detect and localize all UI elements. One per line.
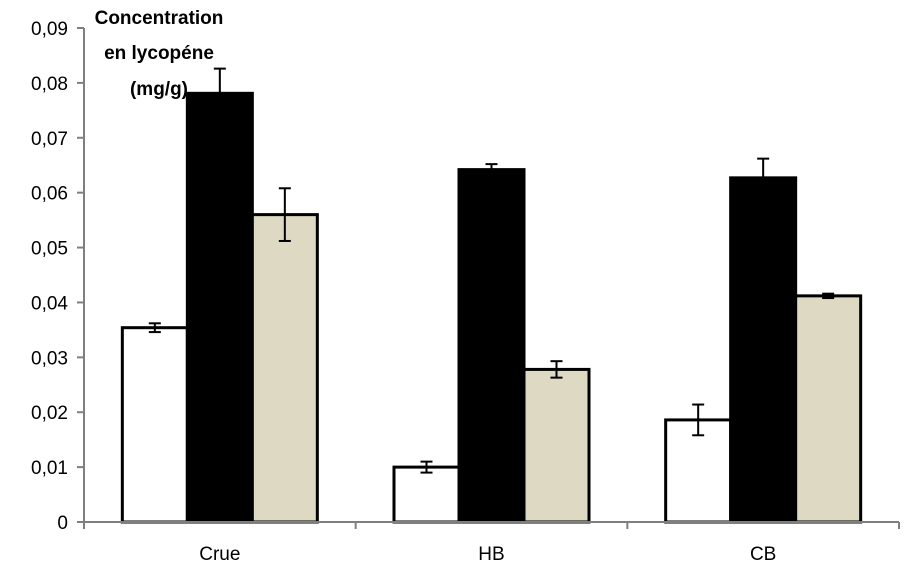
x-ticks-layer: Crue HB CB [83, 522, 900, 565]
y-tick-label: 0,03 [31, 348, 68, 369]
y-tick-label: 0,02 [31, 403, 68, 424]
bar-series-3-cb [794, 294, 863, 524]
x-category-label: CB [750, 544, 776, 565]
bar-series-2-cb [729, 176, 798, 524]
bar-series-1-crue [120, 326, 189, 524]
y-axis-label-line-1: Concentration [95, 8, 224, 29]
y-tick-label: 0 [57, 513, 68, 534]
x-category-label: HB [478, 544, 504, 565]
bars-layer [120, 91, 863, 524]
y-tick-label: 0,01 [31, 458, 68, 479]
bar-series-2-hb [457, 168, 526, 524]
bar-series-2-crue [185, 91, 254, 524]
y-tick-label: 0,07 [31, 129, 68, 150]
bar-series-3-crue [250, 213, 319, 524]
y-axis-label-line-2: en lycopéne [104, 43, 214, 64]
bar-series-3-hb [522, 367, 591, 524]
y-tick-label: 0,09 [31, 19, 68, 40]
y-tick-label: 0,04 [31, 293, 68, 314]
bar-series-1-cb [664, 418, 733, 524]
y-ticks-layer: 0 0,01 0,02 0,03 0,04 0,05 0,06 0,07 0,08 0,09 [31, 19, 84, 534]
x-category-label: Crue [199, 544, 240, 565]
bar-series-1-hb [392, 465, 461, 524]
y-tick-label: 0,05 [31, 239, 68, 260]
y-tick-label: 0,08 [31, 74, 68, 95]
y-tick-label: 0,06 [31, 184, 68, 205]
y-axis-label-line-3: (mg/g) [130, 79, 188, 100]
error-bars-layer [148, 67, 835, 474]
